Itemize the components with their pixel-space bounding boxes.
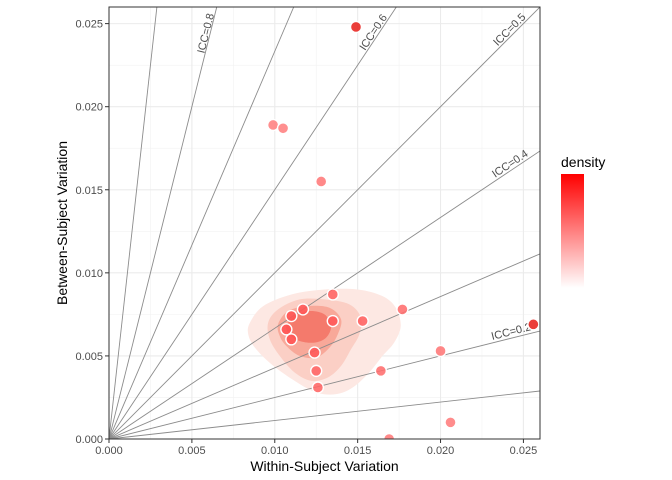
plot-panel-border xyxy=(108,6,541,440)
icc-line xyxy=(109,7,397,439)
icc-line xyxy=(109,7,540,439)
y-axis-title: Between-Subject Variation xyxy=(54,141,70,305)
x-tick-label: 0.000 xyxy=(95,445,123,457)
data-point xyxy=(285,333,298,346)
x-axis: 0.000 0.005 0.010 0.015 0.020 0.025 xyxy=(95,439,537,457)
y-tick-label: 0.005 xyxy=(75,351,103,363)
legend: density xyxy=(561,154,605,288)
data-point xyxy=(311,381,325,394)
icc-line xyxy=(109,7,218,439)
y-tick-label: 0.000 xyxy=(75,434,103,446)
x-axis-title: Within-Subject Variation xyxy=(250,458,398,474)
data-point xyxy=(349,20,363,34)
density-contour-level-4 xyxy=(286,311,332,343)
data-point xyxy=(326,314,339,328)
icc-line xyxy=(109,390,540,439)
data-point xyxy=(434,344,447,358)
data-point xyxy=(326,288,339,301)
data-point xyxy=(276,122,290,135)
data-point xyxy=(310,364,323,378)
y-tick-label: 0.015 xyxy=(75,185,103,197)
data-point xyxy=(296,303,310,316)
data-point xyxy=(382,432,396,439)
x-tick-label: 0.010 xyxy=(261,445,289,457)
icc-line xyxy=(109,253,540,439)
icc-line xyxy=(109,330,540,439)
icc-line xyxy=(109,150,540,439)
icc-line xyxy=(109,7,158,439)
data-point xyxy=(285,309,298,323)
legend-colorbar xyxy=(561,174,584,288)
data-point xyxy=(396,303,409,316)
y-tick-label: 0.025 xyxy=(75,19,103,31)
data-point xyxy=(280,323,293,336)
data-point xyxy=(314,175,328,188)
data-point xyxy=(356,314,369,328)
data-point xyxy=(374,364,388,378)
data-points xyxy=(266,20,540,439)
icc-line xyxy=(109,7,295,439)
x-tick-label: 0.025 xyxy=(510,445,538,457)
minor-grid xyxy=(109,7,540,439)
x-tick-label: 0.020 xyxy=(427,445,455,457)
data-point xyxy=(444,416,457,429)
legend-title: density xyxy=(561,154,605,170)
data-point xyxy=(527,318,540,331)
y-tick-label: 0.020 xyxy=(75,102,103,114)
y-axis: 0.000 0.005 0.010 0.015 0.020 0.025 xyxy=(75,19,109,446)
x-tick-label: 0.015 xyxy=(344,445,372,457)
x-tick-label: 0.005 xyxy=(178,445,206,457)
y-tick-label: 0.010 xyxy=(75,268,103,280)
data-point xyxy=(308,346,321,359)
